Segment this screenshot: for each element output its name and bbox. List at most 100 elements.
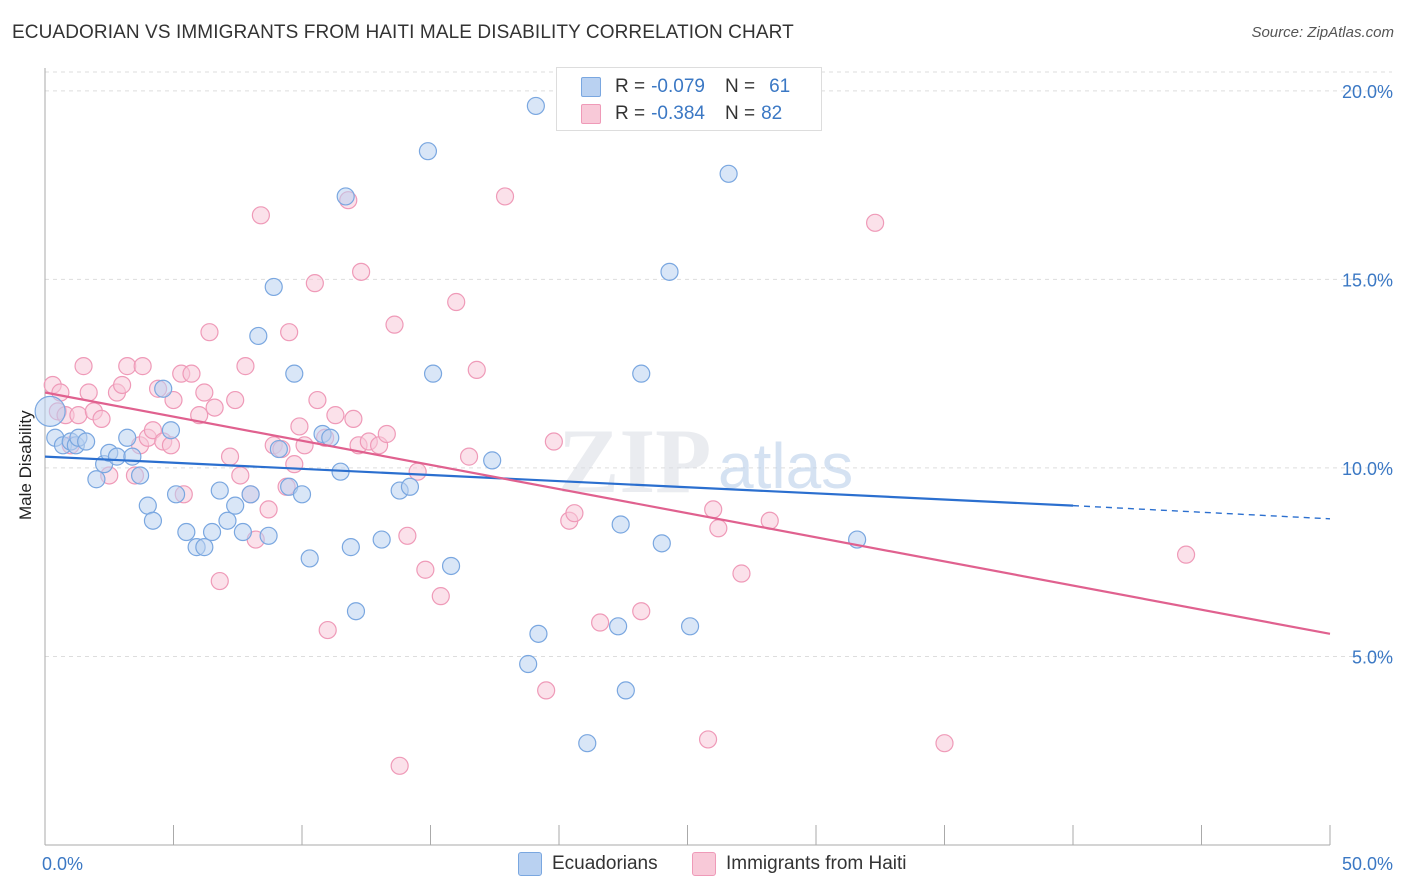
ecuadorian-point xyxy=(143,511,163,530)
haiti-point xyxy=(398,526,417,545)
ecuadorian-point xyxy=(611,515,630,534)
trend-line-ecuadorians xyxy=(44,455,1074,507)
haiti-point xyxy=(459,447,479,466)
ecuadorian-point xyxy=(423,364,443,383)
haiti-point xyxy=(285,455,304,474)
chart-title: ECUADORIAN VS IMMIGRANTS FROM HAITI MALE… xyxy=(12,22,794,43)
haiti-point xyxy=(732,564,751,583)
ecuadorian-point xyxy=(616,681,635,700)
x-tick-label-max: 50.0% xyxy=(1342,854,1393,874)
haiti-point xyxy=(632,602,651,621)
haiti-point xyxy=(143,421,163,440)
haiti-point xyxy=(79,383,98,402)
x-tick-label-min: 0.0% xyxy=(42,854,83,874)
haiti-point xyxy=(447,292,466,312)
source-credit: Source: ZipAtlas.com xyxy=(1251,24,1394,41)
ecuadorian-point xyxy=(719,164,738,183)
haiti-point xyxy=(220,447,240,466)
haiti-point xyxy=(866,213,885,232)
r-value: -0.384 xyxy=(651,103,705,124)
haiti-point xyxy=(431,587,450,606)
haiti-point xyxy=(344,409,363,429)
haiti-point xyxy=(698,730,718,749)
haiti-point xyxy=(416,560,435,579)
legend-swatch-haiti xyxy=(692,852,716,876)
haiti-point xyxy=(385,315,404,334)
haiti-point xyxy=(251,206,270,225)
ecuadorian-point xyxy=(161,421,181,440)
ecuadorian-point xyxy=(118,428,137,447)
haiti-point xyxy=(935,734,954,753)
legend-item-ecuadorians[interactable]: Ecuadorians xyxy=(518,851,658,877)
haiti-point xyxy=(1176,545,1196,564)
haiti-point xyxy=(112,375,132,395)
r-value: -0.079 xyxy=(651,76,705,97)
ecuadorian-point xyxy=(529,624,548,643)
haiti-point xyxy=(318,620,337,640)
y-tick-label: 5.0% xyxy=(1352,647,1393,667)
ecuadorian-point xyxy=(285,364,304,383)
y-tick-label: 10.0% xyxy=(1342,459,1393,479)
ecuadorian-point xyxy=(87,470,106,489)
haiti-point xyxy=(195,383,214,402)
ecuadorian-point xyxy=(210,481,229,500)
ecuadorian-point xyxy=(526,96,545,116)
haiti-point xyxy=(308,390,327,410)
legend-item-haiti[interactable]: Immigrants from Haiti xyxy=(692,851,907,877)
r-label: R = xyxy=(615,76,646,97)
ecuadorian-point xyxy=(123,447,142,466)
haiti-point xyxy=(226,390,245,410)
haiti-point xyxy=(74,357,93,376)
stats-legend-box: R = -0.079 N = 61 R = -0.384 N = 82 xyxy=(556,67,822,131)
ecuadorian-point xyxy=(154,379,173,398)
ecuadorian-point xyxy=(578,734,597,753)
haiti-point xyxy=(161,436,181,455)
ecuadorian-point xyxy=(233,522,252,542)
trend-lines xyxy=(44,391,1331,635)
haiti-point xyxy=(544,432,563,451)
ecuadorian-point xyxy=(418,142,438,161)
ecuadorian-point xyxy=(632,364,651,383)
haiti-point xyxy=(133,357,152,376)
ecuadorian-point xyxy=(680,617,700,636)
haiti-point xyxy=(408,462,427,481)
haiti-point xyxy=(305,274,324,293)
haiti-point xyxy=(69,406,88,425)
trend-line-ecuadorians-extrapolated xyxy=(1072,504,1331,520)
haiti-point xyxy=(565,504,584,523)
haiti-point xyxy=(290,417,309,436)
y-tick-label: 20.0% xyxy=(1342,82,1393,102)
ecuadorian-point xyxy=(660,262,679,281)
ecuadorian-point xyxy=(652,534,671,553)
n-label: N = xyxy=(724,103,756,124)
haiti-point xyxy=(259,500,278,519)
ecuadorian-point xyxy=(195,538,214,557)
axes xyxy=(44,68,1331,846)
haiti-point xyxy=(467,360,486,379)
haiti-point xyxy=(236,357,255,376)
ecuadorian-point xyxy=(336,187,355,206)
ecuadorian-point xyxy=(226,496,245,515)
haiti-point xyxy=(280,323,299,342)
ecuadorian-point xyxy=(519,654,538,674)
haiti-swatch xyxy=(581,104,601,124)
ecuadorian-point xyxy=(259,526,278,545)
watermark: ZIP atlas xyxy=(558,410,853,512)
ecuadorian-point xyxy=(166,485,186,504)
haiti-point xyxy=(118,357,137,376)
tick-labels: 5.0% 10.0% 15.0% 20.0% 0.0% 50.0% xyxy=(42,82,1393,874)
ecuadorian-point xyxy=(300,549,319,568)
ecuadorian-point xyxy=(483,451,502,470)
haiti-point xyxy=(92,409,111,429)
ecuadorian-point xyxy=(269,439,288,459)
ecuadorian-point xyxy=(292,485,312,504)
ecuadorian-point xyxy=(218,511,237,530)
trend-line-haiti xyxy=(44,391,1331,635)
haiti-point xyxy=(182,364,201,383)
ecuadorian-point xyxy=(77,432,96,451)
ecuadorian-point xyxy=(130,466,150,485)
watermark-zip: ZIP xyxy=(558,410,711,512)
ecuadorian-point xyxy=(202,522,222,542)
stats-row-haiti: R = -0.384 N = 82 xyxy=(581,102,782,126)
y-tick-label: 15.0% xyxy=(1342,270,1393,290)
